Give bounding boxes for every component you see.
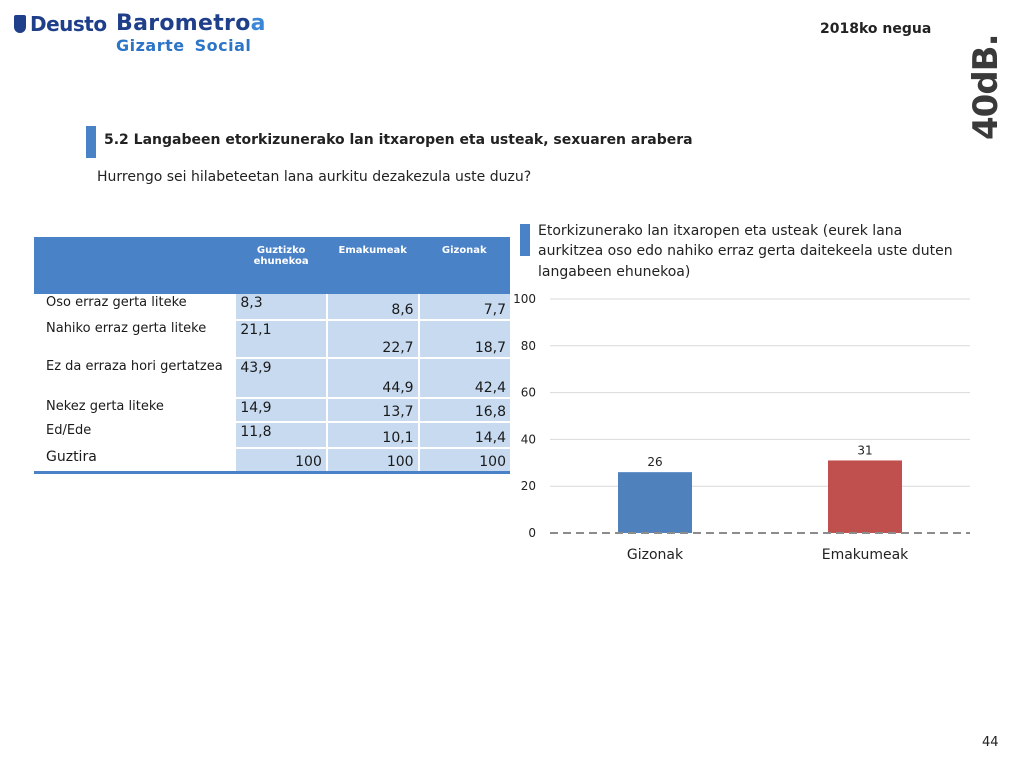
- y-tick-label: 80: [521, 339, 536, 353]
- row-label: Nekez gerta liteke: [34, 398, 236, 422]
- cell-total: 43,9: [234, 358, 327, 399]
- cell-women: 22,7: [325, 320, 419, 359]
- deusto-shield-icon: [14, 15, 26, 33]
- chart-title: Etorkizunerako lan itxaropen eta usteak …: [538, 223, 953, 280]
- y-tick-label: 60: [521, 386, 536, 400]
- bar: [828, 460, 902, 533]
- cell-total: 8,3: [234, 294, 327, 321]
- row-label: Nahiko erraz gerta liteke: [34, 320, 236, 358]
- cell-men: 18,7: [417, 320, 510, 359]
- cell-total: 21,1: [234, 320, 327, 359]
- report-date: 2018ko negua: [820, 21, 932, 37]
- deusto-logo-text: Deusto: [30, 12, 107, 36]
- row-label: Guztira: [34, 448, 236, 472]
- table-bottom-rule: [34, 471, 510, 474]
- table-row: Nekez gerta liteke 14,9 13,7 16,8: [34, 398, 510, 423]
- cell-men: 42,4: [417, 358, 510, 399]
- cell-total: 14,9: [234, 398, 327, 423]
- chart-title-marker: [520, 224, 530, 256]
- row-label: Ez da erraza hori gertatzea: [34, 358, 236, 398]
- cell-women: 10,1: [325, 422, 419, 449]
- table-header-row: Guztizko ehunekoa Emakumeak Gizonak: [34, 237, 510, 294]
- table-row: Ez da erraza hori gertatzea 43,9 44,9 42…: [34, 358, 510, 399]
- data-label: 31: [857, 443, 872, 457]
- table-row-total: Guztira 100 100 100: [34, 448, 510, 473]
- table-header-men: Gizonak: [418, 237, 510, 294]
- row-label: Oso erraz gerta liteke: [34, 294, 236, 320]
- deusto-logo: Deusto: [14, 12, 107, 36]
- y-tick-label: 0: [528, 526, 536, 540]
- x-tick-label: Emakumeak: [822, 547, 909, 563]
- cell-women: 13,7: [325, 398, 419, 423]
- table-row: Nahiko erraz gerta liteke 21,1 22,7 18,7: [34, 320, 510, 359]
- cell-men: 100: [417, 448, 510, 473]
- y-tick-label: 100: [513, 292, 536, 306]
- table-header-total: Guztizko ehunekoa: [235, 237, 327, 294]
- bar: [618, 472, 692, 533]
- cell-women: 100: [325, 448, 419, 473]
- table-row: Oso erraz gerta liteke 8,3 8,6 7,7: [34, 294, 510, 321]
- brand-logo-40db: 40dB.: [966, 34, 1006, 140]
- table-row: Ed/Ede 11,8 10,1 14,4: [34, 422, 510, 449]
- row-label: Ed/Ede: [34, 422, 236, 448]
- results-table: Guztizko ehunekoa Emakumeak Gizonak Oso …: [34, 237, 510, 473]
- table-header-blank: [34, 237, 236, 294]
- survey-question: Hurrengo sei hilabeteetan lana aurkitu d…: [97, 169, 532, 185]
- section-title: 5.2 Langabeen etorkizunerako lan itxarop…: [104, 132, 693, 148]
- data-label: 26: [647, 455, 662, 469]
- page-number: 44: [982, 735, 999, 750]
- x-tick-label: Gizonak: [627, 547, 684, 563]
- cell-men: 16,8: [417, 398, 510, 423]
- cell-total: 100: [234, 448, 327, 473]
- y-tick-label: 40: [521, 432, 536, 446]
- barometer-subtitle: Gizarte Social: [116, 36, 252, 55]
- y-tick-label: 20: [521, 479, 536, 493]
- cell-women: 44,9: [325, 358, 419, 399]
- table-header-women: Emakumeak: [326, 237, 419, 294]
- barometer-title: Barometroa: [116, 11, 266, 36]
- cell-total: 11,8: [234, 422, 327, 449]
- bar-chart: 0 20 40 60 80 100 26 Gizonak 31 Emakumeak: [513, 292, 970, 563]
- cell-men: 14,4: [417, 422, 510, 449]
- cell-women: 8,6: [325, 294, 419, 321]
- section-marker: [86, 126, 96, 158]
- cell-men: 7,7: [417, 294, 510, 321]
